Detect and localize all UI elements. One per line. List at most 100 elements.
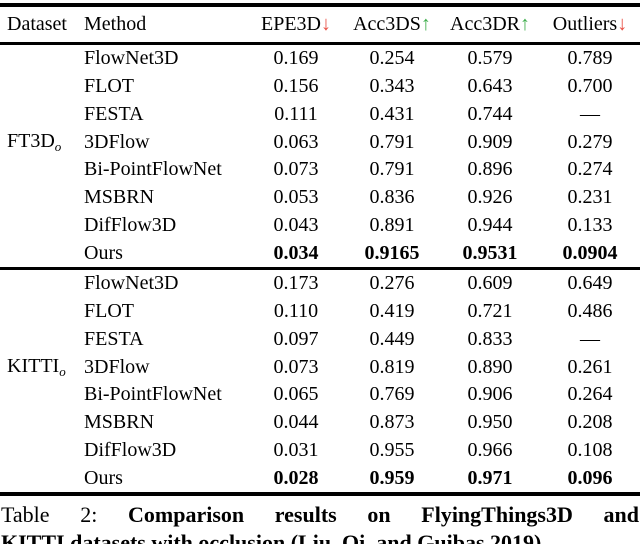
acc3dr-cell: 0.966 <box>467 438 513 461</box>
metric-label: Acc3DS <box>353 13 421 35</box>
acc3ds-cell: 0.791 <box>369 158 415 181</box>
method-cell: FLOT <box>84 300 134 323</box>
acc3ds-cell: 0.791 <box>369 130 415 153</box>
col-header-method: Method <box>84 5 248 45</box>
epe3d-cell: 0.110 <box>273 300 319 323</box>
acc3ds-cell: 0.891 <box>369 213 415 236</box>
dataset-cell <box>0 212 84 240</box>
epe3d-cell: 0.111 <box>274 102 318 125</box>
table-row: FESTA 0.097 0.449 0.833 — <box>0 326 640 354</box>
metric-arrow-icon: ↓ <box>321 13 331 35</box>
acc3dr-cell: 0.906 <box>467 383 513 406</box>
metric-label: Outliers <box>552 13 618 35</box>
acc3ds-cell: 0.419 <box>369 300 415 323</box>
metric-arrow-icon: ↑ <box>420 13 431 35</box>
dataset-cell: FT3Do <box>0 128 84 156</box>
acc3dr-cell: 0.833 <box>467 327 513 350</box>
col-header-metric: Acc3DR↑ <box>440 5 540 45</box>
acc3dr-cell: 0.579 <box>467 47 513 70</box>
method-cell: DifFlow3D <box>84 438 177 461</box>
dataset-cell: KITTIo <box>0 353 84 381</box>
acc3ds-cell: 0.959 <box>369 466 415 489</box>
caption-prefix: Table 2: <box>1 502 98 527</box>
dataset-cell <box>0 409 84 437</box>
table-row: KITTIo 3DFlow 0.073 0.819 0.890 0.261 <box>0 353 640 381</box>
dataset-cell <box>0 298 84 326</box>
dataset-cell <box>0 464 84 494</box>
dataset-group: FlowNet3D 0.169 0.254 0.579 0.789 FLOT 0… <box>0 44 640 269</box>
table-row: FlowNet3D 0.169 0.254 0.579 0.789 <box>0 44 640 73</box>
dataset-cell <box>0 266 84 298</box>
acc3ds-cell: 0.836 <box>369 186 415 209</box>
outliers-cell: — <box>580 327 600 350</box>
epe3d-cell: 0.053 <box>273 186 319 209</box>
outliers-cell: 0.279 <box>567 130 613 153</box>
dataset-cell <box>0 381 84 409</box>
acc3dr-cell: 0.950 <box>467 411 513 434</box>
dataset-subscript: o <box>59 363 66 379</box>
method-cell: FESTA <box>84 327 144 350</box>
dataset-label: KITTI <box>7 354 60 377</box>
dataset-subscript: o <box>54 138 62 154</box>
acc3ds-cell: 0.769 <box>369 383 415 406</box>
acc3dr-cell: 0.926 <box>467 186 513 209</box>
epe3d-cell: 0.065 <box>273 383 319 406</box>
col-header-metric: Outliers↓ <box>540 5 640 45</box>
table-row: DifFlow3D 0.031 0.955 0.966 0.108 <box>0 437 640 465</box>
acc3dr-cell: 0.643 <box>467 75 513 98</box>
dataset-cell <box>0 239 84 268</box>
method-cell: Ours <box>84 466 123 489</box>
table-row: Bi-PointFlowNet 0.073 0.791 0.896 0.274 <box>0 156 640 184</box>
epe3d-cell: 0.034 <box>273 241 319 264</box>
metric-label: EPE3D <box>261 13 321 35</box>
outliers-cell: 0.789 <box>567 47 613 70</box>
dataset-cell <box>0 326 84 354</box>
outliers-cell: 0.096 <box>567 466 613 489</box>
dataset-cell <box>0 437 84 465</box>
acc3ds-cell: 0.254 <box>369 47 415 70</box>
dataset-cell <box>0 101 84 129</box>
header-row: Dataset Method EPE3D↓ Acc3DS↑ Acc3DR↑ Ou… <box>0 5 640 45</box>
acc3dr-cell: 0.896 <box>467 158 513 181</box>
table-row: FLOT 0.156 0.343 0.643 0.700 <box>0 73 640 101</box>
outliers-cell: 0.274 <box>567 158 613 181</box>
metric-arrow-icon: ↓ <box>617 13 628 35</box>
acc3ds-cell: 0.9165 <box>364 241 420 264</box>
epe3d-cell: 0.169 <box>273 47 319 70</box>
table-row: Bi-PointFlowNet 0.065 0.769 0.906 0.264 <box>0 381 640 409</box>
table-row: Ours 0.034 0.9165 0.9531 0.0904 <box>0 239 640 268</box>
method-cell: FLOT <box>84 75 134 98</box>
epe3d-cell: 0.028 <box>273 466 319 489</box>
method-cell: Bi-PointFlowNet <box>84 158 222 181</box>
table-row: FT3Do 3DFlow 0.063 0.791 0.909 0.279 <box>0 128 640 156</box>
method-cell: FlowNet3D <box>84 266 248 298</box>
outliers-cell: 0.133 <box>567 213 613 236</box>
dataset-cell <box>0 73 84 101</box>
metric-label: Acc3DR <box>450 13 520 35</box>
method-cell: 3DFlow <box>84 130 150 153</box>
outliers-cell: 0.0904 <box>562 241 618 264</box>
outliers-cell: 0.208 <box>567 411 613 434</box>
results-table: Dataset Method EPE3D↓ Acc3DS↑ Acc3DR↑ Ou… <box>0 3 640 496</box>
method-cell: MSBRN <box>84 411 155 434</box>
outliers-cell: 0.261 <box>567 355 613 378</box>
epe3d-cell: 0.173 <box>248 266 344 298</box>
method-cell: DifFlow3D <box>84 213 177 236</box>
acc3dr-cell: 0.744 <box>467 102 513 125</box>
acc3ds-cell: 0.276 <box>344 266 440 298</box>
outliers-cell: 0.108 <box>567 438 613 461</box>
method-cell: FlowNet3D <box>84 47 179 70</box>
table-row: FLOT 0.110 0.419 0.721 0.486 <box>0 298 640 326</box>
outliers-cell: 0.264 <box>567 383 613 406</box>
col-header-dataset: Dataset <box>0 5 84 45</box>
outliers-cell: — <box>580 102 600 125</box>
table-row: FlowNet3D 0.173 0.276 0.609 0.649 <box>0 266 640 298</box>
acc3ds-cell: 0.431 <box>369 102 415 125</box>
method-cell: Bi-PointFlowNet <box>84 383 222 406</box>
epe3d-cell: 0.063 <box>273 130 319 153</box>
dataset-label: FT3D <box>7 129 55 152</box>
epe3d-cell: 0.073 <box>273 355 319 378</box>
outliers-cell: 0.700 <box>567 75 613 98</box>
acc3ds-cell: 0.819 <box>369 355 415 378</box>
